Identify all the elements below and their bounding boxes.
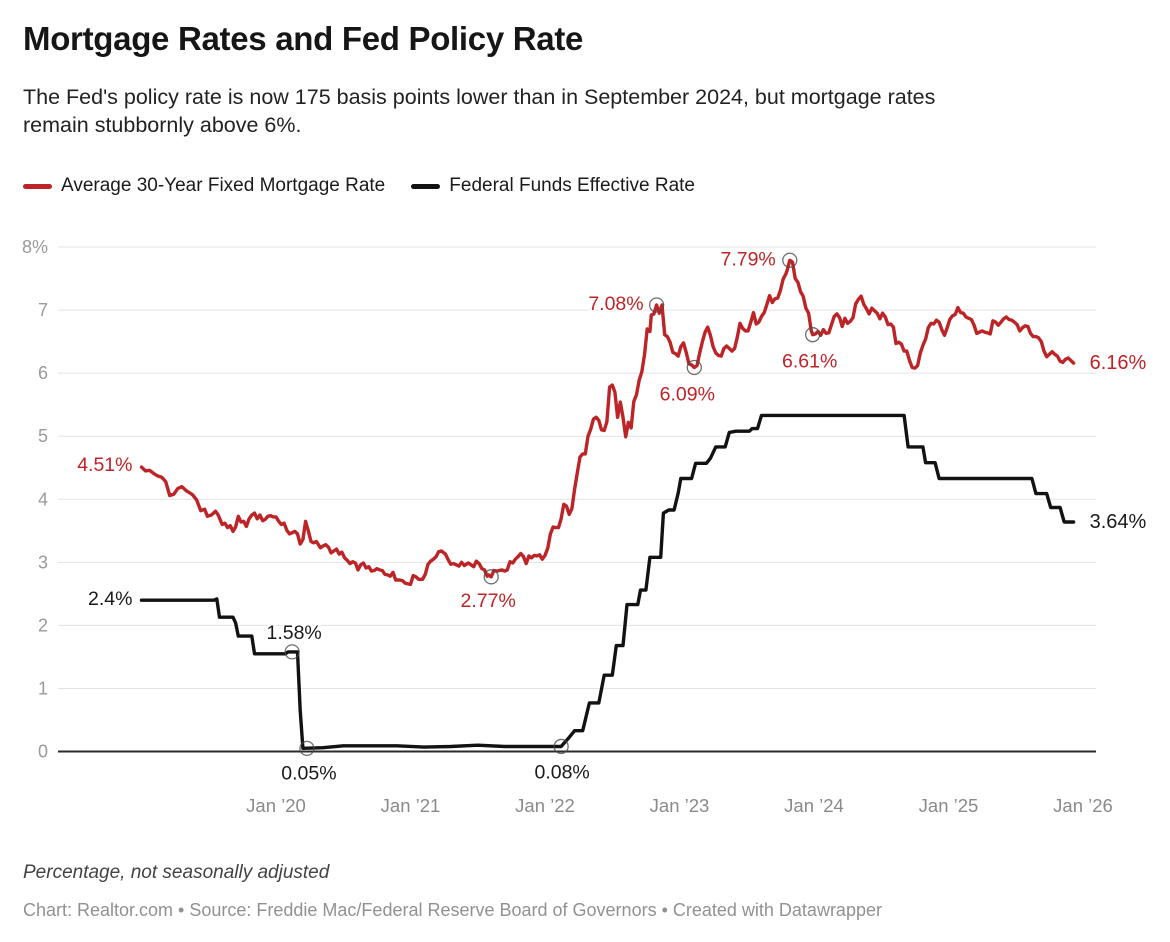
source-credit: Chart: Realtor.com • Source: Freddie Mac… [23, 900, 882, 920]
svg-text:Jan ’21: Jan ’21 [381, 795, 441, 816]
svg-text:0.08%: 0.08% [534, 761, 589, 783]
svg-text:2: 2 [38, 615, 48, 635]
svg-text:Jan ’23: Jan ’23 [650, 795, 710, 816]
svg-text:4: 4 [38, 489, 48, 509]
svg-text:Jan ’26: Jan ’26 [1053, 795, 1113, 816]
svg-text:0: 0 [38, 742, 48, 762]
subtitle-line-2: remain stubbornly above 6%. [23, 112, 302, 137]
svg-text:Jan ’22: Jan ’22 [515, 795, 575, 816]
svg-text:7: 7 [38, 300, 48, 320]
fed-line-swatch-icon [411, 183, 441, 189]
svg-text:4.51%: 4.51% [77, 454, 132, 476]
svg-text:5: 5 [38, 426, 48, 446]
axis-unit-note: Percentage, not seasonally adjusted [23, 862, 330, 883]
svg-text:3: 3 [38, 552, 48, 572]
svg-text:8%: 8% [22, 237, 48, 257]
svg-text:6.61%: 6.61% [782, 351, 837, 373]
line-chart-plot: 0 1 2 3 4 5 6 7 8% Jan ’20 Jan ’21 Jan ’22 Jan ’23 Ja… [21, 237, 1147, 816]
subtitle-line-1: The Fed's policy rate is now 175 basis p… [23, 85, 936, 109]
svg-text:Jan ’25: Jan ’25 [919, 795, 979, 816]
legend-item-fed-funds-rate: Federal Funds Effective Rate [411, 175, 695, 197]
legend-item-mortgage-rate: Average 30-Year Fixed Mortgage Rate [23, 175, 385, 197]
svg-text:6.09%: 6.09% [660, 383, 715, 405]
svg-text:0.05%: 0.05% [281, 762, 336, 784]
svg-text:7.79%: 7.79% [720, 248, 775, 270]
svg-text:Jan ’24: Jan ’24 [784, 795, 844, 816]
page-title: Mortgage Rates and Fed Policy Rate [23, 20, 584, 57]
svg-text:6: 6 [38, 363, 48, 383]
svg-text:2.4%: 2.4% [88, 588, 132, 610]
svg-text:Jan ’20: Jan ’20 [246, 795, 306, 816]
legend-label: Federal Funds Effective Rate [449, 175, 695, 196]
svg-text:6.16%: 6.16% [1090, 352, 1147, 374]
chart-subtitle: The Fed's policy rate is now 175 basis p… [23, 84, 935, 140]
legend-label: Average 30-Year Fixed Mortgage Rate [61, 175, 386, 196]
svg-text:1: 1 [38, 678, 48, 698]
svg-text:7.08%: 7.08% [588, 293, 643, 315]
svg-text:3.64%: 3.64% [1090, 511, 1147, 533]
legend: Average 30-Year Fixed Mortgage Rate Fede… [23, 175, 695, 197]
svg-text:1.58%: 1.58% [266, 622, 321, 644]
svg-text:2.77%: 2.77% [461, 590, 516, 612]
mortgage-line-swatch-icon [23, 183, 52, 189]
